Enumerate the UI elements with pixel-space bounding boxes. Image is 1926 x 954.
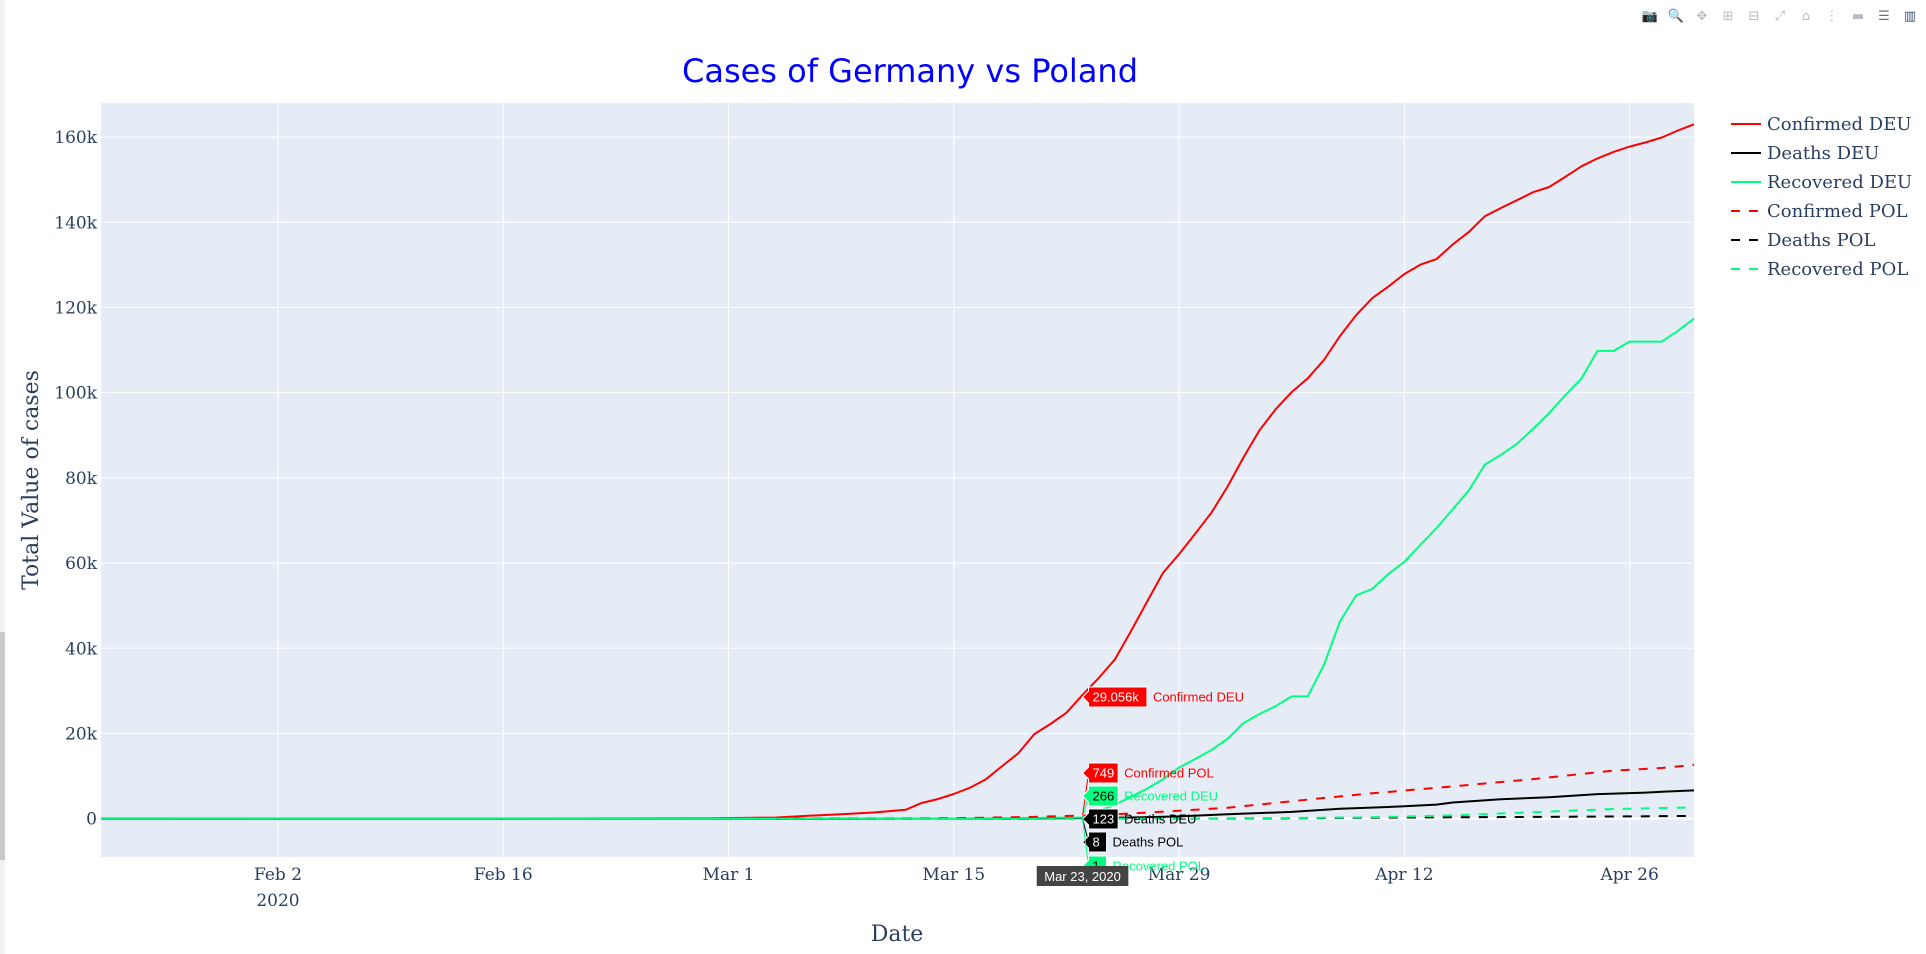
spike-lines-icon[interactable]: ⋮ xyxy=(1825,8,1839,24)
hover-label: 749 Confirmed POL xyxy=(1081,762,1214,816)
hover-value-box xyxy=(1081,808,1119,830)
legend-item-confirmed-pol[interactable]: Confirmed POL xyxy=(1731,201,1908,222)
legend-item-deaths-deu[interactable]: Deaths DEU xyxy=(1731,143,1879,164)
hover-compare-icon[interactable]: ☰ xyxy=(1878,8,1890,24)
hover-value: 29.056k xyxy=(1093,690,1140,705)
hover-value: 8 xyxy=(1093,835,1100,850)
y-tick-label: 80k xyxy=(65,469,98,489)
hover-series-name: Deaths POL xyxy=(1113,835,1184,850)
hover-label: 266 Recovered DEU xyxy=(1081,785,1218,818)
hover-value: 266 xyxy=(1093,789,1115,804)
legend-label: Deaths POL xyxy=(1767,230,1875,251)
hover-series-name: Deaths DEU xyxy=(1124,812,1196,827)
y-tick-label: 140k xyxy=(54,213,97,233)
hover-date-label: Mar 23, 2020 xyxy=(1036,866,1129,886)
hover-series-name: Confirmed DEU xyxy=(1153,690,1244,705)
x-tick-label: Feb 2 xyxy=(254,865,302,885)
hover-label: 123 Deaths DEU xyxy=(1081,808,1196,830)
hover-value: 749 xyxy=(1093,766,1115,781)
x-tick-label: Feb 16 xyxy=(474,865,533,885)
legend-item-deaths-pol[interactable]: Deaths POL xyxy=(1731,230,1875,251)
camera-icon[interactable]: 📷 xyxy=(1641,8,1659,24)
plotly-logo-icon[interactable]: ▥ xyxy=(1903,8,1917,24)
x-tick-label: Mar 15 xyxy=(922,865,985,885)
legend-label: Confirmed DEU xyxy=(1767,114,1912,135)
legend-item-recovered-pol[interactable]: Recovered POL xyxy=(1731,259,1908,280)
pan-icon[interactable]: ✥ xyxy=(1696,8,1708,24)
autoscale-icon[interactable]: ⤢ xyxy=(1774,8,1786,24)
x-axis-title: Date xyxy=(871,922,924,947)
hover-closest-icon[interactable]: ▬ xyxy=(1851,8,1865,24)
legend-label: Confirmed POL xyxy=(1767,201,1908,222)
legend-label: Deaths DEU xyxy=(1767,143,1879,164)
x-tick-label: Apr 12 xyxy=(1374,865,1433,885)
x-tick-label: Mar 29 xyxy=(1148,865,1211,885)
hover-value-box xyxy=(1081,762,1119,784)
y-tick-label: 60k xyxy=(65,554,98,574)
series-line-recovered-deu[interactable] xyxy=(100,317,1695,820)
zoom-out-icon[interactable]: ⊟ xyxy=(1748,8,1760,24)
scrollbar-thumb[interactable] xyxy=(0,632,5,860)
legend-label: Recovered POL xyxy=(1767,259,1908,280)
hover-connector xyxy=(1082,818,1090,867)
hover-date-text: Mar 23, 2020 xyxy=(1044,869,1121,884)
x-tick-label: Apr 26 xyxy=(1599,865,1658,885)
hover-date-box xyxy=(1036,866,1129,886)
chart-title: Cases of Germany vs Poland xyxy=(682,52,1138,90)
hover-label: 29.056k Confirmed DEU xyxy=(1081,686,1244,708)
y-tick-label: 40k xyxy=(65,639,98,659)
hover-label: 8 Deaths POL xyxy=(1081,818,1184,853)
y-tick-label: 20k xyxy=(65,724,98,744)
page-scrollbar[interactable] xyxy=(0,0,5,954)
y-tick-label: 120k xyxy=(54,298,97,318)
hover-series-name: Confirmed POL xyxy=(1124,766,1214,781)
y-tick-label: 0 xyxy=(86,810,97,830)
hover-value-box xyxy=(1081,686,1148,708)
y-axis-ticks: 0 20k 40k 60k 80k 100k 120k 140k 160k xyxy=(54,128,97,830)
zoom-in-icon[interactable]: ⊞ xyxy=(1722,8,1734,24)
hover-series-name: Recovered POL xyxy=(1113,859,1206,874)
x-tick-label: Mar 1 xyxy=(703,865,755,885)
modebar: 📷 🔍 ✥ ⊞ ⊟ ⤢ ⌂ ⋮ ▬ ☰ ▥ xyxy=(1640,6,1920,26)
hover-value-box xyxy=(1081,785,1119,807)
reset-axes-icon[interactable]: ⌂ xyxy=(1801,8,1811,24)
x-axis-ticks: Feb 2 2020 Feb 16 Mar 1 Mar 15 Mar 29 Apr 12 Ap… xyxy=(254,865,1659,911)
y-tick-label: 160k xyxy=(54,128,97,148)
legend[interactable]: Confirmed DEU Deaths DEU Recovered DEU Conf… xyxy=(1731,114,1912,280)
hover-value: 123 xyxy=(1093,812,1115,827)
series-lines[interactable] xyxy=(100,123,1695,820)
zoom-icon[interactable]: 🔍 xyxy=(1667,8,1685,24)
hover-tooltip: 29.056k Confirmed DEU 749 Confirmed POL 266 R… xyxy=(1036,686,1244,886)
legend-item-confirmed-deu[interactable]: Confirmed DEU xyxy=(1731,114,1912,135)
series-line-confirmed-deu[interactable] xyxy=(101,123,1695,820)
y-tick-label: 100k xyxy=(54,384,97,404)
legend-item-recovered-deu[interactable]: Recovered DEU xyxy=(1731,172,1912,193)
x-tick-sublabel: 2020 xyxy=(256,891,299,911)
hover-value-box xyxy=(1081,831,1108,853)
legend-label: Recovered DEU xyxy=(1767,172,1912,193)
series-line-recovered-pol[interactable] xyxy=(776,806,1695,820)
plot-background xyxy=(101,103,1694,857)
y-axis-title: Total Value of cases xyxy=(19,370,44,590)
hover-series-name: Recovered DEU xyxy=(1124,789,1218,804)
